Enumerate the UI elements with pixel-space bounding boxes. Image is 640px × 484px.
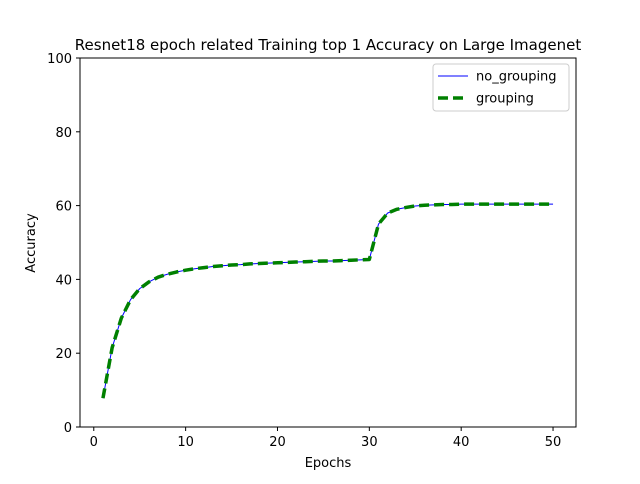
y-tick-label: 0 <box>64 421 72 436</box>
legend-label-grouping: grouping <box>476 92 534 107</box>
y-tick-label: 100 <box>47 52 72 67</box>
y-tick-label: 60 <box>55 200 72 215</box>
y-tick-label: 80 <box>55 126 72 141</box>
series-line-grouping <box>101 202 554 399</box>
axis-ticks: 0 10 20 30 40 50 0 20 40 60 80 100 <box>47 52 561 450</box>
y-tick-label: 20 <box>55 347 72 362</box>
legend: no_grouping grouping <box>432 63 570 112</box>
x-tick-label: 20 <box>269 435 286 450</box>
y-axis-label: Accuracy <box>24 213 39 273</box>
x-tick-label: 50 <box>545 435 562 450</box>
series-lines <box>101 202 554 399</box>
series-line-no-grouping <box>102 203 554 399</box>
x-tick-label: 30 <box>361 435 378 450</box>
x-axis-label: Epochs <box>305 456 352 471</box>
x-tick-label: 40 <box>453 435 470 450</box>
y-tick-label: 40 <box>55 273 72 288</box>
x-tick-label: 10 <box>177 435 194 450</box>
plot-frame <box>79 57 577 428</box>
legend-label-no-grouping: no_grouping <box>476 70 557 85</box>
plot-area <box>79 57 577 428</box>
x-tick-label: 0 <box>90 435 98 450</box>
chart-title: Resnet18 epoch related Training top 1 Ac… <box>75 36 582 54</box>
